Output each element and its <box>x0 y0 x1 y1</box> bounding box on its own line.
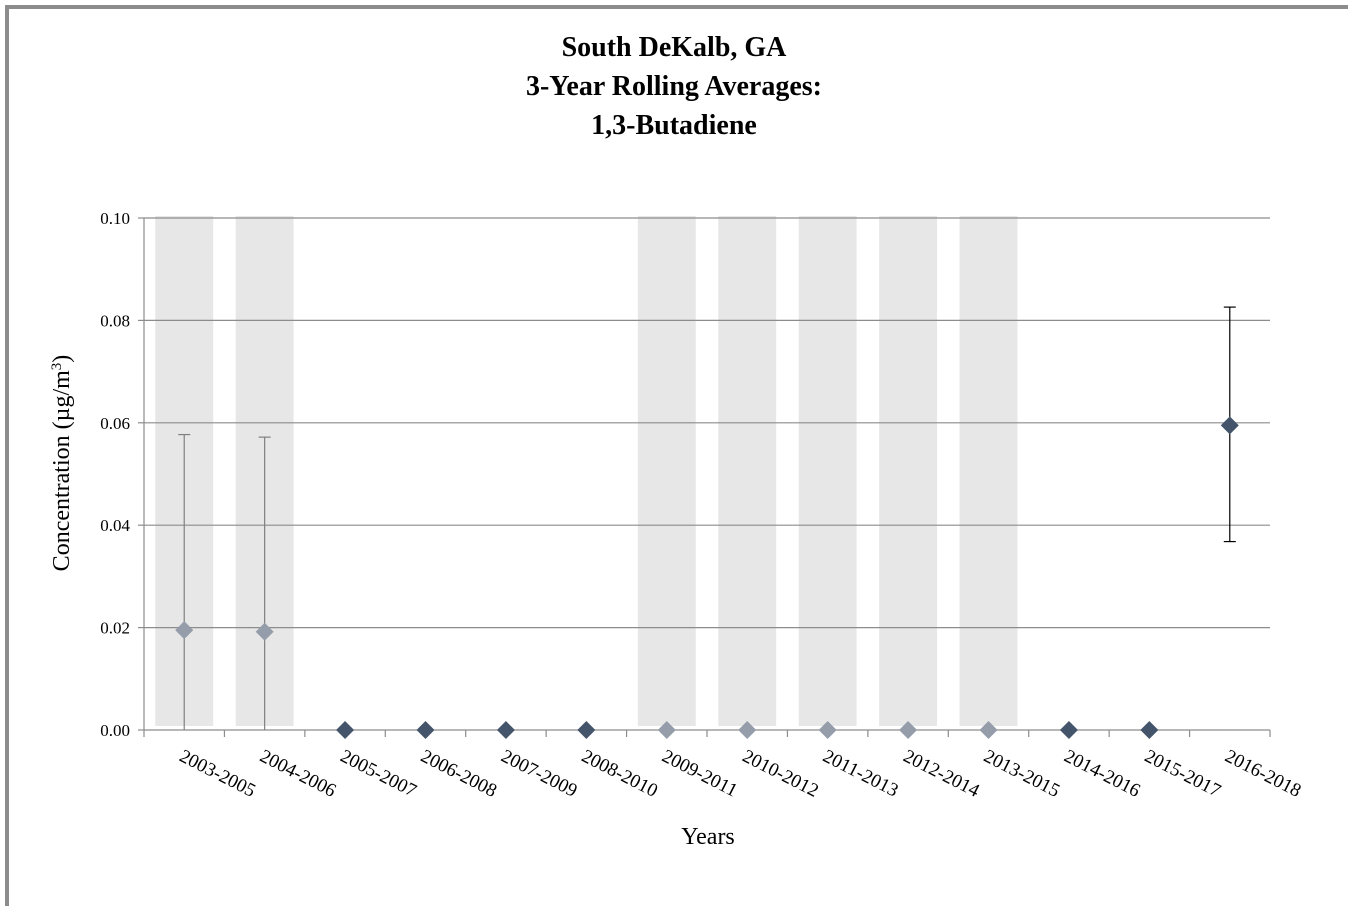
x-tick-label: 2009-2011 <box>659 746 741 802</box>
shaded-bands <box>155 216 1018 726</box>
x-tick-label: 2007-2009 <box>498 746 581 802</box>
y-tick-label: 0.00 <box>100 721 130 740</box>
x-tick-label: 2006-2008 <box>417 746 500 802</box>
chart-title-line-1: South DeKalb, GA <box>561 32 787 63</box>
x-tick-label: 2016-2018 <box>1222 746 1305 802</box>
data-point-marker <box>979 721 998 739</box>
x-tick-label: 2008-2010 <box>578 746 661 802</box>
axes <box>138 217 1271 737</box>
data-point-marker <box>416 721 435 739</box>
data-point-marker <box>496 721 515 739</box>
error-bars <box>178 306 1236 730</box>
x-tick-label: 2012-2014 <box>900 746 983 802</box>
x-tick-label: 2010-2012 <box>739 746 822 802</box>
y-axis-title: Concentration (µg/m3) <box>49 355 75 572</box>
data-point-marker <box>1059 721 1078 739</box>
y-axis-title-sup: 3 <box>49 363 65 371</box>
data-point-marker <box>336 721 355 739</box>
x-tick-label: 2004-2006 <box>256 746 339 802</box>
x-tick-label: 2005-2007 <box>337 746 420 802</box>
shaded-band <box>798 216 857 726</box>
y-axis-title-main: Concentration (µg/m <box>49 370 75 571</box>
y-tick-label: 0.06 <box>100 414 130 433</box>
x-tick-labels: 2003-20052004-20062005-20072006-20082007… <box>176 746 1304 802</box>
x-tick-label: 2014-2016 <box>1061 746 1144 802</box>
shaded-band <box>879 216 938 726</box>
x-tick-label: 2015-2017 <box>1141 746 1224 802</box>
y-axis-title-end: ) <box>49 355 75 363</box>
y-tick-label: 0.04 <box>100 516 130 535</box>
chart-title-line-3: 1,3-Butadiene <box>591 110 757 141</box>
y-tick-label: 0.02 <box>100 619 130 638</box>
data-point-marker <box>1220 416 1239 435</box>
y-tick-label: 0.10 <box>100 209 130 228</box>
data-point-marker <box>577 721 596 739</box>
data-point-marker <box>738 721 757 739</box>
x-tick-label: 2011-2013 <box>819 746 901 802</box>
shaded-band <box>959 216 1018 726</box>
data-point-marker <box>1140 721 1159 739</box>
y-tick-label: 0.08 <box>100 311 130 330</box>
data-point-marker <box>175 621 194 640</box>
shaded-band <box>718 216 777 726</box>
chart-title: South DeKalb, GA 3-Year Rolling Averages… <box>0 28 1348 145</box>
y-tick-labels: 0.00 0.02 0.04 0.06 0.08 0.10 <box>100 209 130 740</box>
x-axis-title: Years <box>681 824 735 850</box>
data-markers <box>175 416 1239 739</box>
data-point-marker <box>255 622 274 641</box>
gridlines <box>144 217 1270 629</box>
shaded-band <box>637 216 696 726</box>
x-tick-label: 2003-2005 <box>176 746 259 802</box>
data-point-marker <box>899 721 918 739</box>
x-tick-label: 2013-2015 <box>980 746 1063 802</box>
chart-title-line-2: 3-Year Rolling Averages: <box>525 71 823 102</box>
data-point-marker <box>657 721 676 739</box>
data-point-marker <box>818 721 837 739</box>
